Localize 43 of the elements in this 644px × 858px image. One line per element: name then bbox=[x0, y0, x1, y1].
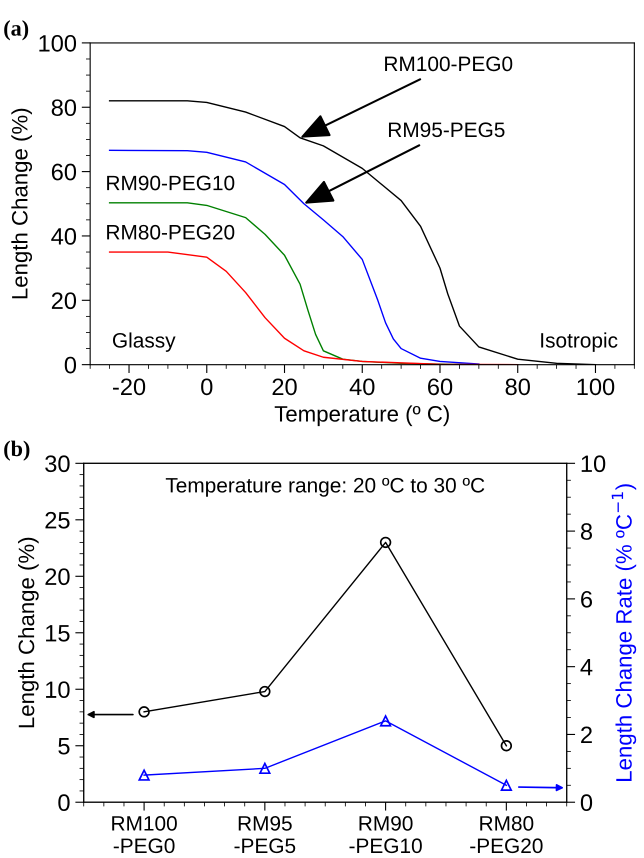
x-tick-label: 0 bbox=[201, 378, 212, 396]
annotation: Isotropic bbox=[541, 332, 618, 352]
x-tick-label: RM95 -PEG5 bbox=[234, 816, 296, 854]
annotation: RM90-PEG10 bbox=[107, 176, 234, 190]
y-tick-label: 25 bbox=[45, 512, 70, 529]
annotation: Glassy bbox=[112, 332, 176, 352]
y-tick-label: 100 bbox=[39, 34, 76, 52]
x-tick-label: -20 bbox=[113, 378, 146, 396]
y-axis-title: Length Change (%) bbox=[11, 108, 32, 298]
y2-tick-label: 0 bbox=[580, 794, 592, 812]
y-tick-label: 0 bbox=[64, 356, 76, 374]
x-tick-label: RM80 -PEG20 bbox=[470, 816, 543, 854]
y-tick-label: 0 bbox=[58, 794, 70, 812]
y-tick-label: 10 bbox=[46, 681, 70, 698]
x-tick-label: 60 bbox=[428, 378, 452, 396]
y2-tick-label: 6 bbox=[581, 590, 592, 608]
x-tick-label: 100 bbox=[578, 378, 614, 396]
chart-title: (a) bbox=[4, 20, 28, 40]
chart-title: (b) bbox=[4, 440, 30, 461]
annotation: RM100-PEG0 bbox=[385, 56, 512, 72]
y-axis-title: Length Change (%) bbox=[18, 538, 39, 728]
y-tick-label: 15 bbox=[46, 625, 70, 642]
x-tick-label: 40 bbox=[350, 378, 374, 396]
y-tick-label: 60 bbox=[52, 164, 76, 180]
y2-axis-title: Length Change Rate (% ºC$^{−1}$) bbox=[612, 484, 636, 781]
y-tick-label: 20 bbox=[45, 568, 70, 586]
annotation: RM80-PEG20 bbox=[107, 224, 234, 240]
y-tick-label: 30 bbox=[45, 455, 70, 472]
y2-tick-label: 4 bbox=[580, 658, 592, 676]
annotation: Temperature range: 20 ºC to 30 ºC bbox=[166, 478, 484, 497]
y2-tick-label: 2 bbox=[581, 726, 592, 744]
x-tick-label: 80 bbox=[506, 378, 530, 396]
y-tick-label: 5 bbox=[58, 738, 70, 755]
y2-tick-label: 8 bbox=[580, 523, 592, 540]
annotation: RM95-PEG5 bbox=[388, 122, 504, 138]
x-tick-label: RM100 -PEG0 bbox=[112, 816, 177, 854]
x-tick-label: 20 bbox=[272, 378, 297, 396]
x-axis-title: Temperature (º C) bbox=[274, 405, 449, 426]
y-tick-label: 40 bbox=[51, 228, 76, 245]
y2-tick-label: 10 bbox=[582, 455, 606, 472]
x-tick-label: RM90 -PEG10 bbox=[349, 816, 422, 854]
y-tick-label: 20 bbox=[52, 292, 76, 310]
y-tick-label: 80 bbox=[52, 99, 76, 116]
